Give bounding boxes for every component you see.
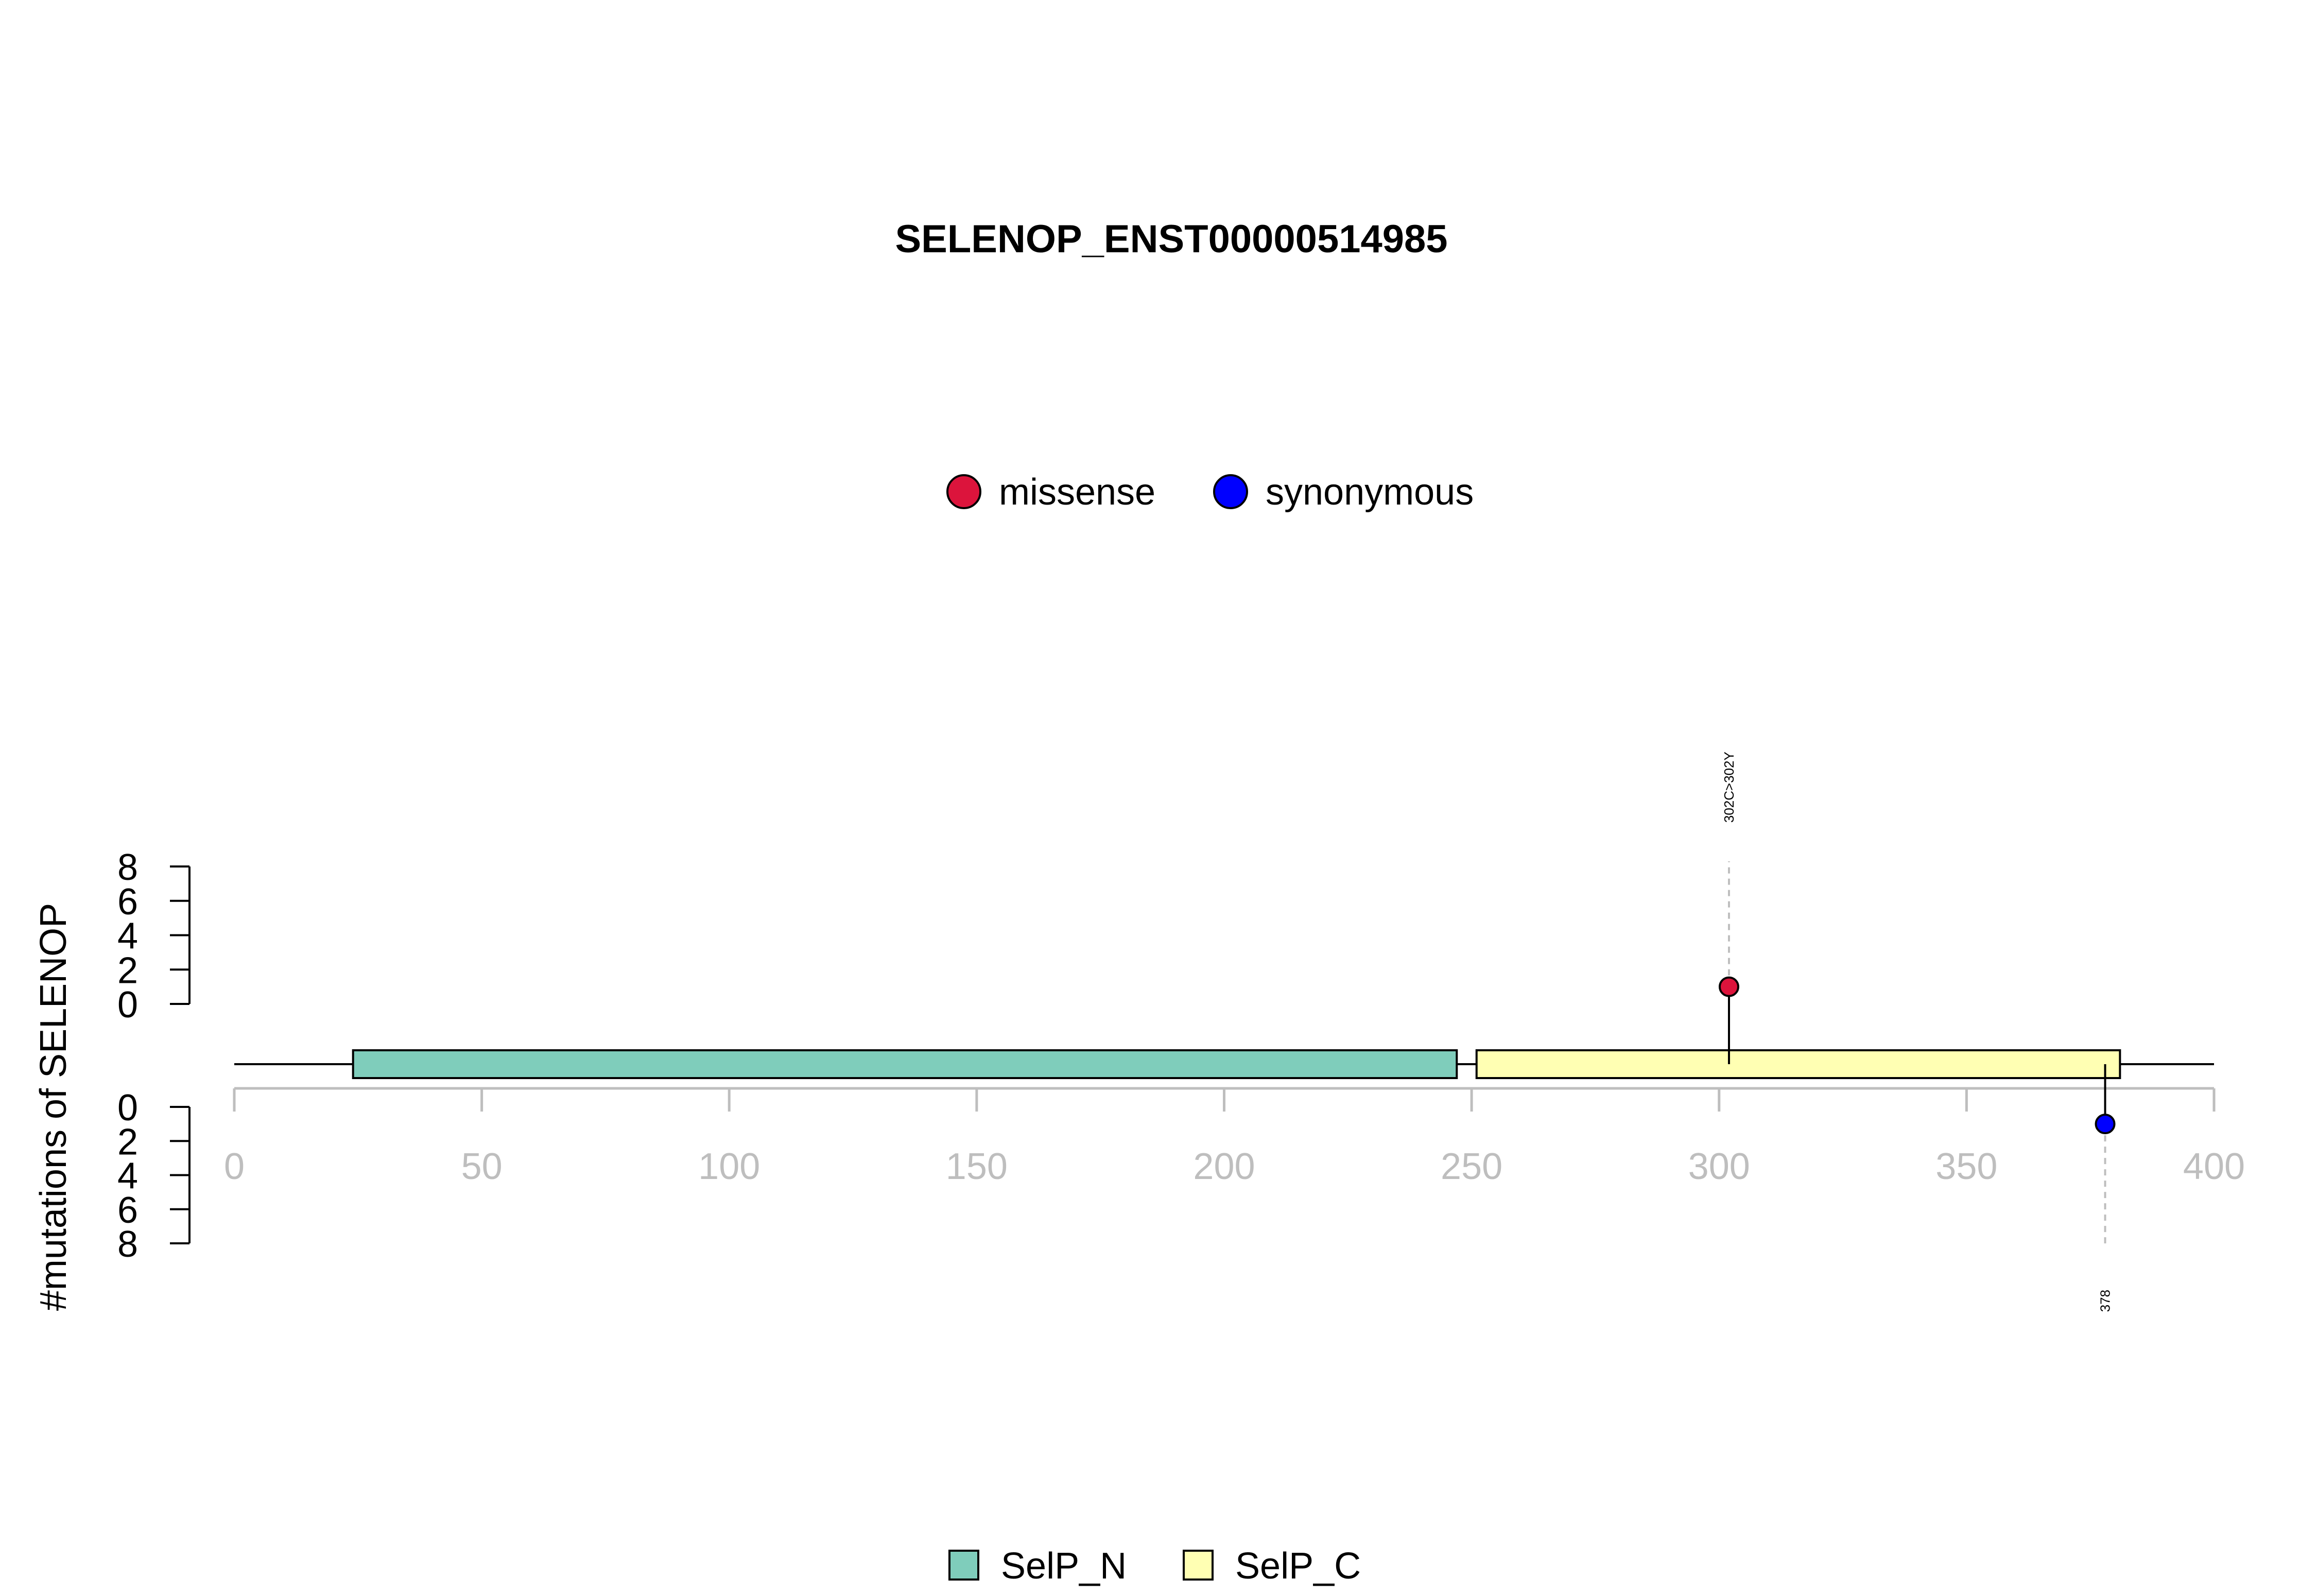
y-tick-label-top-2: 2 <box>117 950 138 991</box>
legend-label-SelP_C: SelP_C <box>1235 1546 1361 1587</box>
x-tick-label-0: 0 <box>224 1146 245 1187</box>
y-tick-label-top-0: 0 <box>117 984 138 1026</box>
legend-item-missense: missense <box>946 472 1155 513</box>
domain-SelP_N <box>352 1049 1458 1079</box>
legend-item-SelP_N: SelP_N <box>948 1546 1127 1587</box>
mutation-label-378: 378 <box>2098 1290 2113 1312</box>
x-tick-label-400: 400 <box>2183 1146 2245 1187</box>
x-tick-label-100: 100 <box>698 1146 760 1187</box>
chart-title: SELENOP_ENST00000514985 <box>895 217 1447 261</box>
legend-marker-missense <box>946 474 981 509</box>
mutation-point-378 <box>2095 1114 2116 1135</box>
x-tick-label-300: 300 <box>1688 1146 1750 1187</box>
y-tick-label-bottom-0: 0 <box>117 1087 138 1129</box>
mutation-label-302: 302C>302Y <box>1721 752 1737 823</box>
y-tick-label-bottom-6: 6 <box>117 1190 138 1231</box>
x-tick-label-150: 150 <box>946 1146 1008 1187</box>
y-axis-label: #mutations of SELENOP <box>33 903 74 1311</box>
legend-label-missense: missense <box>999 472 1155 513</box>
domain-SelP_C <box>1475 1049 2121 1079</box>
legend-label-SelP_N: SelP_N <box>1001 1546 1127 1587</box>
x-tick-label-200: 200 <box>1193 1146 1255 1187</box>
mutation-legend: missense synonymous <box>946 472 1474 513</box>
legend-marker-synonymous <box>1213 474 1248 509</box>
x-tick-label-250: 250 <box>1441 1146 1502 1187</box>
y-tick-label-top-8: 8 <box>117 847 138 888</box>
mutations: 302C>302Y 378 <box>1718 752 2116 1312</box>
x-axis: 0 50 100 150 200 250 300 350 400 <box>224 1087 2245 1187</box>
legend-swatch-SelP_C <box>1183 1550 1214 1581</box>
legend-item-SelP_C: SelP_C <box>1183 1546 1361 1587</box>
y-tick-label-bottom-4: 4 <box>117 1156 138 1197</box>
x-tick-label-350: 350 <box>1935 1146 1997 1187</box>
legend-swatch-SelP_N <box>948 1550 979 1581</box>
legend-label-synonymous: synonymous <box>1266 472 1474 513</box>
legend-item-synonymous: synonymous <box>1213 472 1474 513</box>
y-tick-label-bottom-2: 2 <box>117 1121 138 1163</box>
x-tick-label-50: 50 <box>461 1146 503 1187</box>
mutation-point-302 <box>1718 976 1739 997</box>
mutation-378: 378 <box>2095 1064 2116 1312</box>
y-tick-label-top-6: 6 <box>117 881 138 923</box>
domains <box>352 1049 2121 1079</box>
domain-legend: SelP_N SelP_C <box>948 1546 1361 1587</box>
y-tick-label-bottom-8: 8 <box>117 1224 138 1265</box>
mutation-302: 302C>302Y <box>1718 752 1739 1064</box>
y-tick-label-top-4: 4 <box>117 916 138 957</box>
